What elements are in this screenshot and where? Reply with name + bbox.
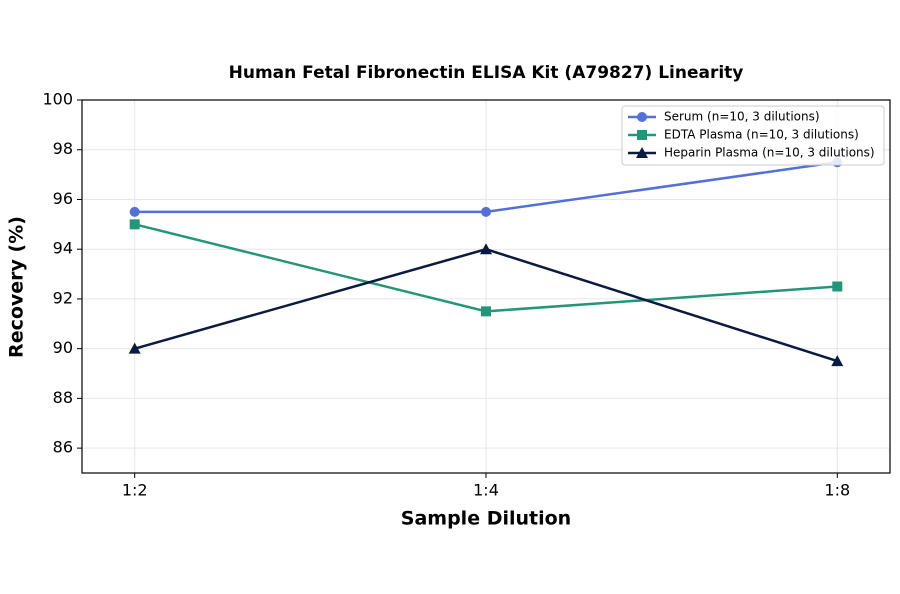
marker [481,306,491,317]
legend-label: Heparin Plasma (n=10, 3 dilutions) [664,146,875,160]
marker [480,243,492,255]
x-tick-label: 1:8 [824,481,850,500]
legend-box [621,105,885,166]
y-axis-label: Recovery (%) [6,216,28,358]
marker [636,147,648,158]
y-tick-label: 88 [53,388,73,407]
legend-label: EDTA Plasma (n=10, 3 dilutions) [664,128,859,142]
legend-label: Serum (n=10, 3 dilutions) [664,110,820,124]
y-tick-label: 96 [53,189,73,208]
y-tick-label: 90 [53,338,73,357]
x-axis-label: Sample Dilution [401,508,571,530]
y-tick-label: 94 [53,239,73,258]
plot-frame [81,99,891,474]
marker [637,112,647,122]
x-tick-label: 1:2 [122,481,148,500]
y-tick-label: 98 [53,139,73,158]
marker [128,342,141,354]
chart-title: Human Fetal Fibronectin ELISA Kit (A7982… [229,63,744,83]
marker [831,355,844,367]
marker [832,281,843,292]
marker [129,206,140,217]
marker [637,130,647,140]
x-tick-label: 1:4 [473,481,499,500]
y-tick-label: 100 [42,90,73,109]
marker [481,206,491,217]
y-tick-label: 92 [53,288,73,307]
marker [129,219,140,230]
y-tick-label: 86 [53,438,73,457]
